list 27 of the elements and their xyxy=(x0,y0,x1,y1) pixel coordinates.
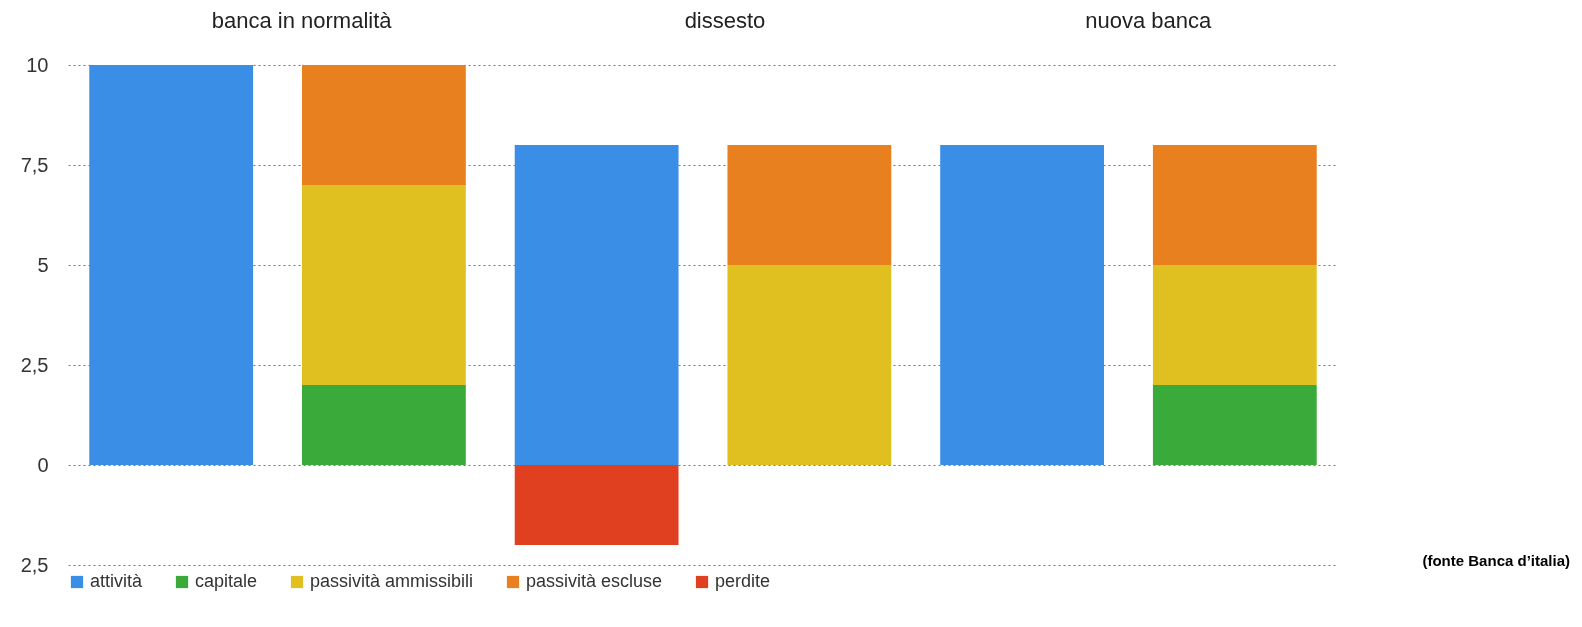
legend-label: attività xyxy=(90,571,144,591)
text: banca in normalità xyxy=(210,8,393,34)
bar xyxy=(302,385,466,465)
legend-label: perdite xyxy=(715,571,771,591)
legend-label: passività ammissibili xyxy=(310,571,474,591)
text: nuova banca xyxy=(1084,8,1213,34)
bar xyxy=(727,145,892,265)
y-tick-label: 2,5 xyxy=(20,353,49,376)
y-tick-label: 5 xyxy=(37,253,49,276)
bar xyxy=(1152,385,1317,465)
bar xyxy=(302,185,466,385)
bar xyxy=(514,145,679,465)
y-tick-label: 10 xyxy=(26,53,49,76)
bar xyxy=(1152,265,1317,385)
y-tick-label: 2,5 xyxy=(20,553,49,576)
y-tick-label: 7,5 xyxy=(20,153,49,176)
bar xyxy=(727,265,892,465)
bar xyxy=(302,65,466,185)
bar xyxy=(89,65,254,465)
bar xyxy=(1152,145,1317,265)
bar xyxy=(514,465,679,545)
legend-label: capitale xyxy=(195,571,258,591)
bar xyxy=(940,145,1104,465)
legend-label: passività escluse xyxy=(526,571,663,591)
text: dissesto xyxy=(683,8,767,34)
y-tick-label: 0 xyxy=(37,453,49,476)
text: (fonte Banca d’italia) xyxy=(1422,552,1570,569)
